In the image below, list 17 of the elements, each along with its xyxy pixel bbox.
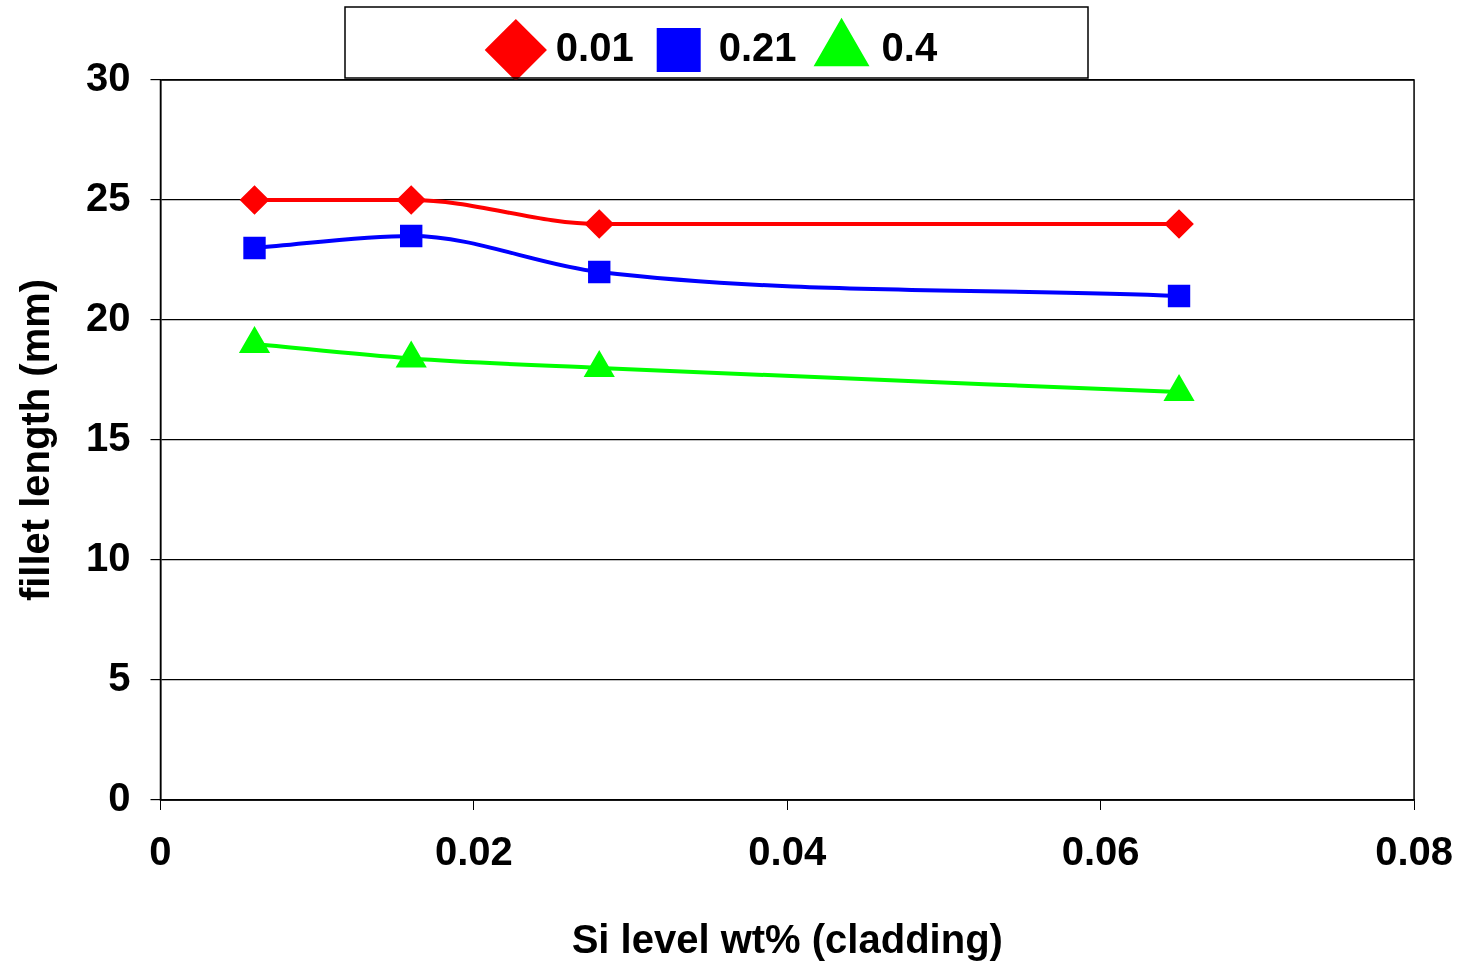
x-tick-label: 0.04 — [748, 829, 827, 874]
legend-label: 0.01 — [555, 25, 634, 70]
y-tick-label: 30 — [85, 55, 131, 100]
legend-label: 0.21 — [718, 25, 797, 70]
x-tick-label: 0.02 — [434, 829, 513, 874]
x-tick-label: 0 — [149, 829, 172, 874]
y-tick-label: 15 — [85, 415, 131, 460]
y-axis-title: fillet length (mm) — [13, 278, 58, 602]
y-tick-label: 25 — [85, 175, 131, 220]
y-tick-label: 5 — [108, 655, 131, 700]
x-tick-label: 0.08 — [1375, 829, 1453, 874]
y-tick-label: 10 — [85, 535, 131, 580]
y-tick-label: 0 — [108, 775, 131, 820]
x-tick-label: 0.06 — [1061, 829, 1140, 874]
legend-label: 0.4 — [881, 25, 938, 70]
y-tick-label: 20 — [85, 295, 131, 340]
x-axis-title: Si level wt% (cladding) — [571, 917, 1003, 962]
